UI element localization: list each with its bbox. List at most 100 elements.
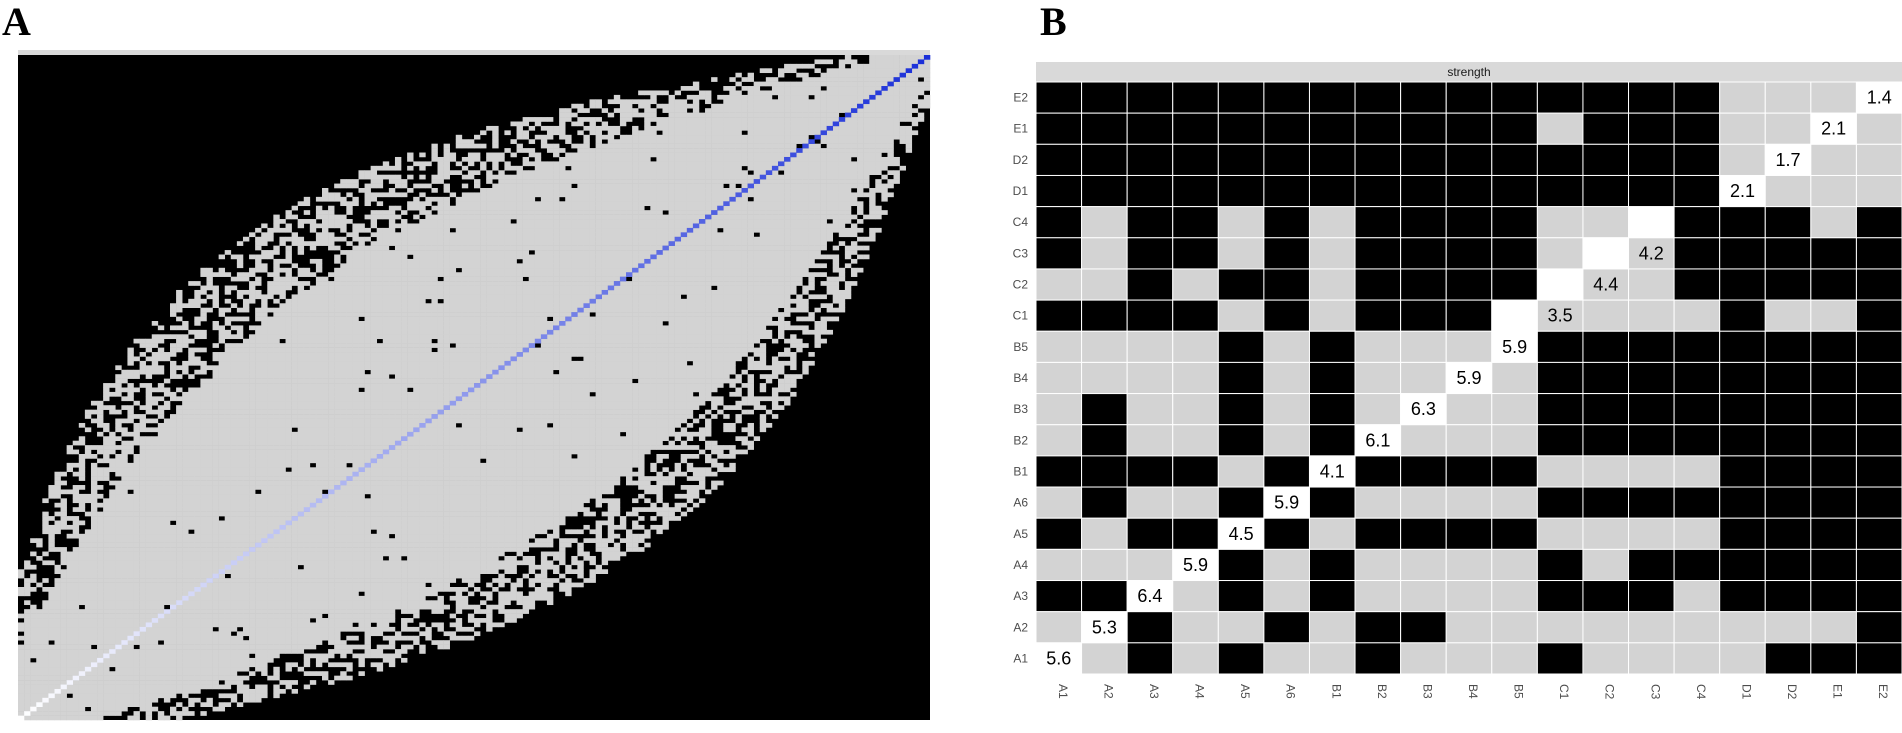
cell-A5-A3 <box>1126 517 1174 550</box>
cell-B3-E1 <box>1810 393 1857 426</box>
cell-E2-B1 <box>1308 81 1356 114</box>
cell-C1-C2 <box>1582 299 1630 332</box>
row-label-E2: E2 <box>1013 91 1028 105</box>
cell-A3-A5 <box>1217 580 1265 613</box>
cell-A5-B1 <box>1308 517 1356 550</box>
cell-A5-C2 <box>1582 517 1630 550</box>
cell-E2-C2 <box>1582 81 1630 114</box>
cell-A2-D2 <box>1764 611 1812 644</box>
cell-B5-A3 <box>1126 330 1174 363</box>
cell-A6-B3 <box>1400 486 1447 519</box>
cell-C2-B3 <box>1400 268 1447 301</box>
cell-B2-C4 <box>1673 424 1721 457</box>
cell-B3-A1 <box>1035 393 1083 426</box>
cell-B4-B5 <box>1491 361 1538 395</box>
cell-E2-C1 <box>1536 81 1584 114</box>
cell-B1-D1 <box>1719 455 1766 488</box>
row-label-C2: C2 <box>1013 278 1029 292</box>
cell-A1-A2 <box>1081 642 1128 675</box>
cell-A2-C4 <box>1673 611 1721 644</box>
cell-B2-A5 <box>1217 424 1265 457</box>
cell-C2-A1 <box>1035 268 1083 301</box>
cell-B3-A2 <box>1081 393 1128 426</box>
cell-C1-A3 <box>1126 299 1174 332</box>
cell-E1-C2 <box>1582 112 1630 145</box>
cell-B5-C3 <box>1628 330 1675 363</box>
cell-A2-E1 <box>1810 611 1857 644</box>
cell-E1-B1 <box>1308 112 1356 145</box>
cell-A3-C2 <box>1582 580 1630 613</box>
cell-C4-C1 <box>1536 206 1584 239</box>
cell-C4-A1 <box>1035 206 1083 239</box>
cell-A4-A6 <box>1263 548 1310 582</box>
row-label-A1: A1 <box>1013 651 1028 665</box>
cell-B5-A5 <box>1217 330 1265 363</box>
cell-B5-B4 <box>1445 330 1493 363</box>
row-label-E1: E1 <box>1013 122 1028 136</box>
cell-B3-B3 <box>1400 393 1447 426</box>
cell-E1-E1 <box>1810 112 1857 145</box>
diag-value-B4: 5.9 <box>1456 368 1481 388</box>
cell-C4-C4 <box>1673 206 1721 239</box>
cell-C1-E1 <box>1810 299 1857 332</box>
cell-B1-C1 <box>1536 455 1584 488</box>
cell-A1-C2 <box>1582 642 1630 675</box>
cell-A3-D2 <box>1764 580 1812 613</box>
cell-C2-C2 <box>1582 268 1630 301</box>
cell-D1-A3 <box>1126 174 1174 208</box>
cell-A5-C3 <box>1628 517 1675 550</box>
cell-C1-B1 <box>1308 299 1356 332</box>
cell-A1-C4 <box>1673 642 1721 675</box>
cell-A4-A5 <box>1217 548 1265 582</box>
cell-B1-D2 <box>1764 455 1812 488</box>
row-label-C4: C4 <box>1013 215 1029 229</box>
cell-A2-A2 <box>1081 611 1128 644</box>
cell-C1-B2 <box>1354 299 1402 332</box>
cell-E1-E2 <box>1855 112 1902 145</box>
cell-B5-C2 <box>1582 330 1630 363</box>
cell-A4-B4 <box>1445 548 1493 582</box>
cell-B2-B2 <box>1354 424 1402 457</box>
cell-C4-C2 <box>1582 206 1630 239</box>
cell-A6-E2 <box>1855 486 1902 519</box>
cell-B4-A3 <box>1126 361 1174 395</box>
cell-A4-C3 <box>1628 548 1675 582</box>
cell-C4-B5 <box>1491 206 1538 239</box>
cell-C1-D1 <box>1719 299 1766 332</box>
col-label-C4: C4 <box>1694 684 1708 700</box>
cell-A6-C2 <box>1582 486 1630 519</box>
cell-E1-C1 <box>1536 112 1584 145</box>
diag-value-E1: 2.1 <box>1821 119 1846 139</box>
cell-C2-B2 <box>1354 268 1402 301</box>
cell-A5-D1 <box>1719 517 1766 550</box>
cell-D1-B2 <box>1354 174 1402 208</box>
diag-value-E2: 1.4 <box>1867 88 1892 108</box>
cell-A2-A6 <box>1263 611 1310 644</box>
cell-B1-C2 <box>1582 455 1630 488</box>
cell-B3-A3 <box>1126 393 1174 426</box>
cell-B4-A6 <box>1263 361 1310 395</box>
cell-A2-B2 <box>1354 611 1402 644</box>
diag-value-B1: 4.1 <box>1320 461 1345 481</box>
cell-E1-A4 <box>1172 112 1219 145</box>
cell-B3-C4 <box>1673 393 1721 426</box>
cell-A5-A4 <box>1172 517 1219 550</box>
cell-C4-B4 <box>1445 206 1493 239</box>
cell-E2-A4 <box>1172 81 1219 114</box>
cell-A1-E2 <box>1855 642 1902 675</box>
cell-B4-D1 <box>1719 361 1766 395</box>
cell-B1-A2 <box>1081 455 1128 488</box>
cell-C1-B3 <box>1400 299 1447 332</box>
cell-B4-E1 <box>1810 361 1857 395</box>
cell-D2-B2 <box>1354 143 1402 176</box>
cell-C4-B2 <box>1354 206 1402 239</box>
cell-A2-A5 <box>1217 611 1265 644</box>
cell-C1-C3 <box>1628 299 1675 332</box>
cell-C1-A4 <box>1172 299 1219 332</box>
cell-B1-B4 <box>1445 455 1493 488</box>
cell-C2-B5 <box>1491 268 1538 301</box>
col-label-A3: A3 <box>1147 684 1161 699</box>
cell-C1-D2 <box>1764 299 1812 332</box>
cell-E1-A6 <box>1263 112 1310 145</box>
